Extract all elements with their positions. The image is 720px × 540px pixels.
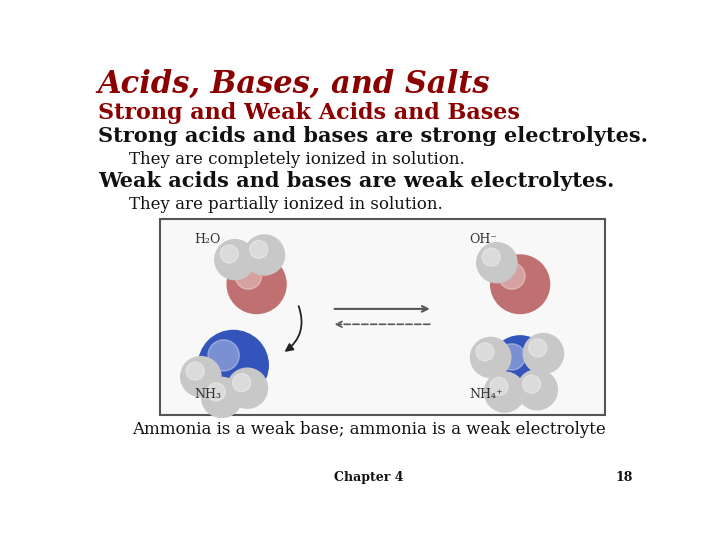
Circle shape [181,356,221,397]
Text: Strong acids and bases are strong electrolytes.: Strong acids and bases are strong electr… [98,126,648,146]
Bar [160,219,606,415]
Text: 18: 18 [615,471,632,484]
Circle shape [220,245,238,263]
Circle shape [228,255,286,314]
Text: OH⁻: OH⁻ [469,233,498,246]
Circle shape [528,339,546,357]
Text: Ammonia is a weak base; ammonia is a weak electrolyte: Ammonia is a weak base; ammonia is a wea… [132,421,606,437]
Circle shape [228,368,267,408]
Text: Chapter 4: Chapter 4 [334,471,404,484]
Circle shape [499,263,525,289]
Circle shape [233,374,251,391]
Circle shape [485,372,525,412]
Text: Acids, Bases, and Salts: Acids, Bases, and Salts [98,69,490,100]
Text: Strong and Weak Acids and Bases: Strong and Weak Acids and Bases [98,102,520,124]
Circle shape [490,336,549,394]
Circle shape [199,330,269,400]
Text: NH₃: NH₃ [194,388,222,401]
Circle shape [477,242,517,283]
Text: Weak acids and bases are weak electrolytes.: Weak acids and bases are weak electrolyt… [98,171,614,191]
Circle shape [244,235,284,275]
Circle shape [471,338,510,377]
Circle shape [202,377,242,417]
Text: NH₄⁺: NH₄⁺ [469,388,503,401]
Circle shape [215,240,255,280]
Circle shape [250,240,268,259]
Circle shape [517,370,557,410]
Circle shape [235,263,261,289]
Circle shape [186,362,204,380]
Circle shape [490,377,508,395]
Circle shape [208,340,239,371]
Circle shape [523,334,564,374]
Circle shape [476,343,494,361]
Text: They are completely ionized in solution.: They are completely ionized in solution. [129,151,464,168]
Text: H₂O: H₂O [194,233,221,246]
Text: They are partially ionized in solution.: They are partially ionized in solution. [129,195,443,213]
Circle shape [499,344,525,370]
Circle shape [523,375,541,393]
Circle shape [482,248,500,266]
Circle shape [490,255,549,314]
Circle shape [207,383,225,401]
